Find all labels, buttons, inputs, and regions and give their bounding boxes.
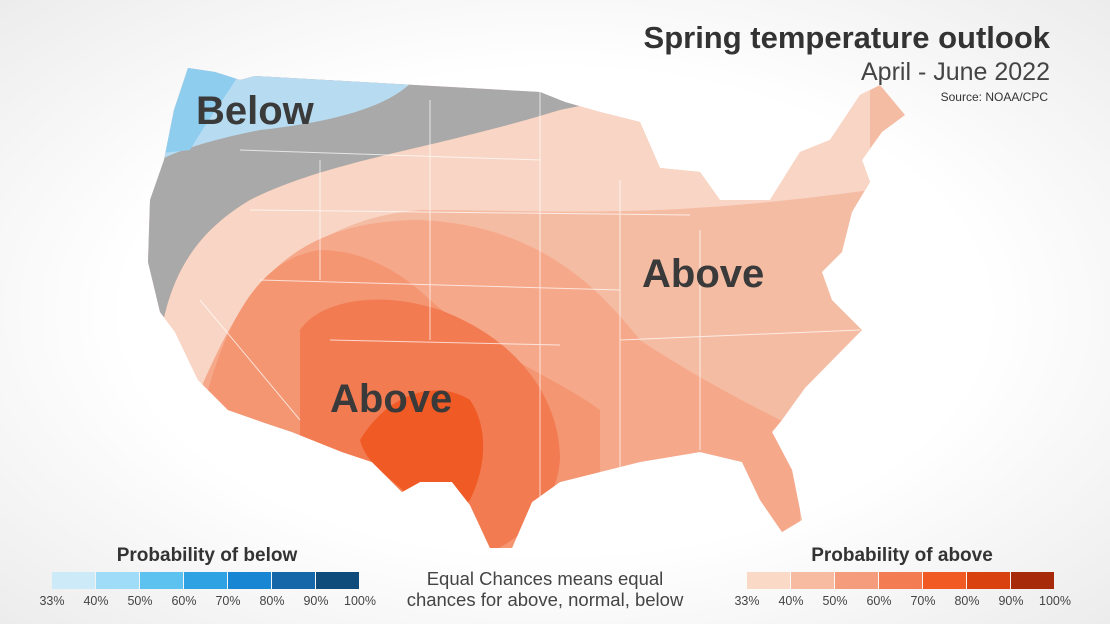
title: Spring temperature outlook — [643, 20, 1050, 55]
legend-swatch — [316, 572, 359, 589]
subtitle: April - June 2022 — [860, 58, 1050, 86]
legend-tick-label: 100% — [344, 594, 376, 608]
legend-swatch — [96, 572, 139, 589]
zone-above-70-80 — [360, 390, 484, 509]
legend-tick-label: 50% — [127, 594, 152, 608]
legend-swatch — [791, 572, 834, 589]
legend-title: Probability of below — [116, 545, 298, 566]
legend-swatch — [272, 572, 315, 589]
legend-swatch — [835, 572, 878, 589]
legend-swatch — [1011, 572, 1054, 589]
legend-swatch — [923, 572, 966, 589]
legend-tick-label: 80% — [954, 594, 979, 608]
legend-tick-label: 33% — [734, 594, 759, 608]
legend-tick-label: 60% — [866, 594, 891, 608]
legend-tick-label: 60% — [171, 594, 196, 608]
legend-tick-label: 100% — [1039, 594, 1071, 608]
map-label: Below — [196, 89, 315, 133]
note-line: chances for above, normal, below — [406, 589, 684, 610]
note-line: Equal Chances means equal — [426, 568, 664, 589]
legend-above: 33% 40% 50% 60% 70% 80% 90% 100% — [734, 572, 1071, 608]
legend-tick-label: 70% — [910, 594, 935, 608]
legend-tick-label: 33% — [39, 594, 64, 608]
legend-tick-label: 40% — [778, 594, 803, 608]
legend-below: 33% 40% 50% 60% 70% 80% 90% 100% — [39, 572, 376, 608]
legend-swatch — [184, 572, 227, 589]
legend-swatch — [140, 572, 183, 589]
legend-tick-label: 50% — [822, 594, 847, 608]
legend-swatch — [879, 572, 922, 589]
legend-title: Probability of above — [811, 545, 993, 566]
map-label: Above — [330, 377, 452, 421]
legend-tick-label: 70% — [215, 594, 240, 608]
state-borders — [199, 92, 861, 500]
note: Equal Chances means equal chances for ab… — [380, 568, 710, 610]
legend-swatch — [52, 572, 95, 589]
zone-equal-chances — [148, 68, 905, 340]
legend-tick-label: 90% — [303, 594, 328, 608]
legend-tick-label: 40% — [83, 594, 108, 608]
legend-swatch — [228, 572, 271, 589]
legend-swatch — [747, 572, 790, 589]
map-label: Above — [642, 252, 764, 296]
legend-tick-label: 80% — [259, 594, 284, 608]
legend-swatch — [967, 572, 1010, 589]
source: Source: NOAA/CPC — [940, 90, 1048, 104]
legend-tick-label: 90% — [998, 594, 1023, 608]
